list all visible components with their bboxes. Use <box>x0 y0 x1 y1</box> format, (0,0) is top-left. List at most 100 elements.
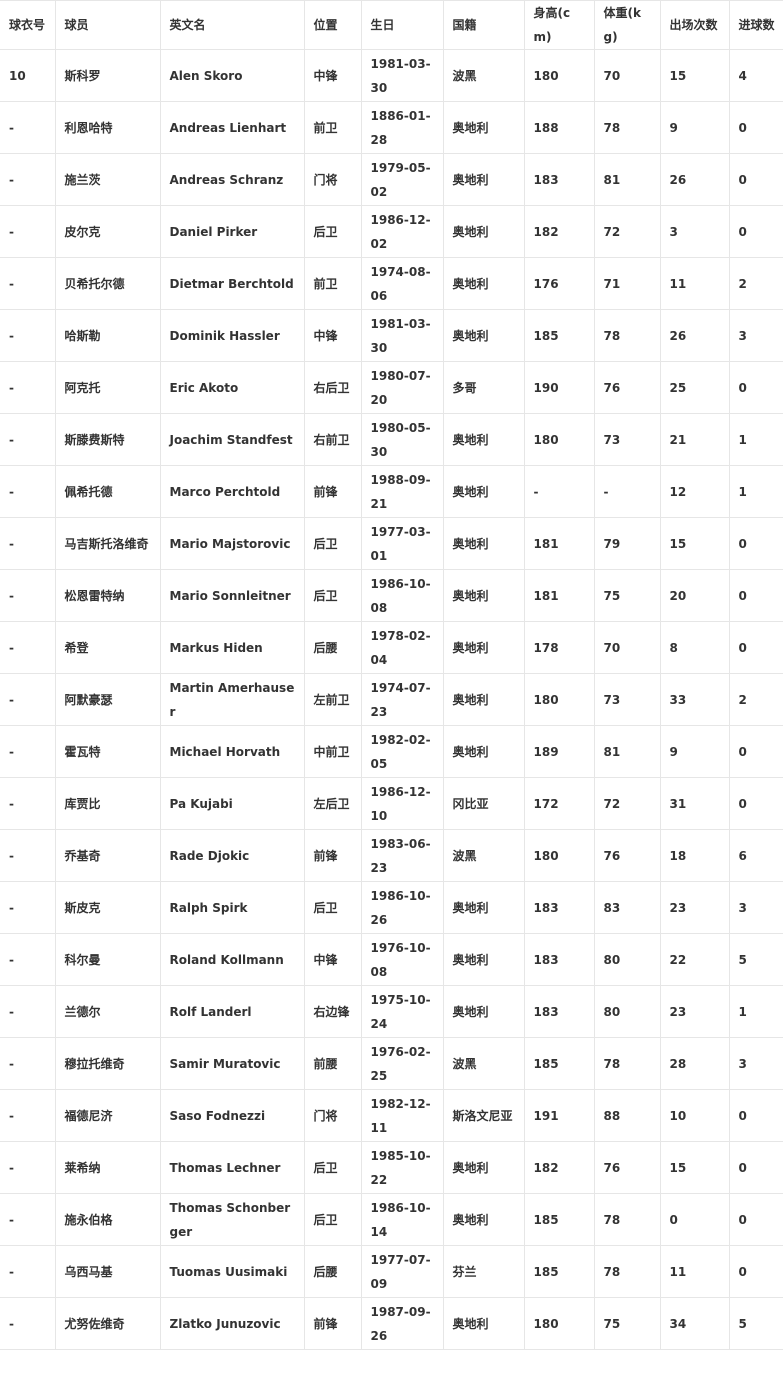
cell-jersey-number: - <box>0 829 56 882</box>
table-row: - 斯滕费斯特 Joachim Standfest 右前卫 1980-05-30 奥地利 1… <box>0 413 783 466</box>
cell-height: 180 <box>523 49 595 102</box>
cell-nationality: 奥地利 <box>442 153 525 206</box>
cell-position: 左后卫 <box>303 777 362 830</box>
cell-jersey-number: - <box>0 361 56 414</box>
cell-weight: 80 <box>593 985 661 1038</box>
cell-player-name: 施兰茨 <box>54 153 161 206</box>
table-row: - 乌西马基 Tuomas Uusimaki 后腰 1977-07-09 芬兰 185 78 1… <box>0 1245 783 1298</box>
cell-height: 176 <box>523 257 595 310</box>
cell-english-name: Thomas Lechner <box>159 1141 305 1194</box>
cell-english-name: Rade Djokic <box>159 829 305 882</box>
table-row: - 穆拉托维奇 Samir Muratovic 前腰 1976-02-25 波黑 185 78… <box>0 1037 783 1090</box>
table-row: - 尤努佐维奇 Zlatko Junuzovic 前锋 1987-09-26 奥地利 180… <box>0 1297 783 1350</box>
cell-nationality: 奥地利 <box>442 309 525 362</box>
cell-height: 183 <box>523 881 595 934</box>
cell-birthday: 1979-05-02 <box>360 153 444 206</box>
cell-nationality: 波黑 <box>442 1037 525 1090</box>
cell-weight: 79 <box>593 517 661 570</box>
cell-english-name: Andreas Schranz <box>159 153 305 206</box>
cell-player-name: 乔基奇 <box>54 829 161 882</box>
cell-player-name: 斯滕费斯特 <box>54 413 161 466</box>
cell-height: 172 <box>523 777 595 830</box>
cell-player-name: 穆拉托维奇 <box>54 1037 161 1090</box>
cell-appearances: 22 <box>659 933 730 986</box>
cell-player-name: 科尔曼 <box>54 933 161 986</box>
cell-nationality: 奥地利 <box>442 933 525 986</box>
table-row: - 希登 Markus Hiden 后腰 1978-02-04 奥地利 178 70 8 0 <box>0 621 783 674</box>
cell-player-name: 斯皮克 <box>54 881 161 934</box>
cell-nationality: 奥地利 <box>442 257 525 310</box>
table-row: - 霍瓦特 Michael Horvath 中前卫 1982-02-05 奥地利 189 81… <box>0 725 783 778</box>
cell-english-name: Samir Muratovic <box>159 1037 305 1090</box>
cell-position: 后腰 <box>303 1245 362 1298</box>
cell-nationality: 芬兰 <box>442 1245 525 1298</box>
table-row: - 皮尔克 Daniel Pirker 后卫 1986-12-02 奥地利 182 72 3 0 <box>0 205 783 258</box>
cell-appearances: 0 <box>659 1193 730 1246</box>
cell-player-name: 兰德尔 <box>54 985 161 1038</box>
cell-english-name: Mario Majstorovic <box>159 517 305 570</box>
cell-english-name: Roland Kollmann <box>159 933 305 986</box>
cell-weight: 81 <box>593 725 661 778</box>
cell-weight: 72 <box>593 205 661 258</box>
cell-english-name: Mario Sonnleitner <box>159 569 305 622</box>
cell-nationality: 波黑 <box>442 829 525 882</box>
cell-position: 门将 <box>303 153 362 206</box>
cell-position: 后卫 <box>303 1193 362 1246</box>
cell-birthday: 1982-12-11 <box>360 1089 444 1142</box>
cell-goals: 2 <box>728 673 783 726</box>
header-goals: 进球数 <box>728 0 783 50</box>
cell-english-name: Martin Amerhauser <box>159 673 305 726</box>
cell-position: 后卫 <box>303 517 362 570</box>
cell-birthday: 1988-09-21 <box>360 465 444 518</box>
cell-nationality: 波黑 <box>442 49 525 102</box>
header-weight: 体重(kg) <box>593 0 661 50</box>
cell-player-name: 阿默豪瑟 <box>54 673 161 726</box>
cell-jersey-number: - <box>0 1141 56 1194</box>
cell-jersey-number: - <box>0 1297 56 1350</box>
cell-height: 185 <box>523 1193 595 1246</box>
cell-birthday: 1983-06-23 <box>360 829 444 882</box>
cell-height: 185 <box>523 1037 595 1090</box>
cell-weight: 88 <box>593 1089 661 1142</box>
cell-weight: 78 <box>593 309 661 362</box>
cell-appearances: 10 <box>659 1089 730 1142</box>
cell-nationality: 奥地利 <box>442 465 525 518</box>
cell-english-name: Alen Skoro <box>159 49 305 102</box>
cell-nationality: 奥地利 <box>442 569 525 622</box>
cell-english-name: Markus Hiden <box>159 621 305 674</box>
cell-goals: 0 <box>728 1089 783 1142</box>
cell-jersey-number: - <box>0 1037 56 1090</box>
cell-birthday: 1986-10-08 <box>360 569 444 622</box>
cell-height: 178 <box>523 621 595 674</box>
cell-english-name: Eric Akoto <box>159 361 305 414</box>
cell-height: 182 <box>523 1141 595 1194</box>
cell-english-name: Joachim Standfest <box>159 413 305 466</box>
cell-goals: 0 <box>728 621 783 674</box>
cell-jersey-number: - <box>0 725 56 778</box>
cell-height: 185 <box>523 1245 595 1298</box>
header-player-name: 球员 <box>54 0 161 50</box>
cell-goals: 3 <box>728 309 783 362</box>
header-jersey-number: 球衣号 <box>0 0 56 50</box>
cell-jersey-number: - <box>0 1089 56 1142</box>
cell-position: 后卫 <box>303 881 362 934</box>
cell-english-name: Daniel Pirker <box>159 205 305 258</box>
cell-position: 左前卫 <box>303 673 362 726</box>
cell-player-name: 松恩雷特纳 <box>54 569 161 622</box>
cell-weight: 70 <box>593 49 661 102</box>
cell-jersey-number: - <box>0 569 56 622</box>
cell-jersey-number: 10 <box>0 49 56 102</box>
cell-jersey-number: - <box>0 413 56 466</box>
cell-weight: 78 <box>593 1193 661 1246</box>
cell-weight: - <box>593 465 661 518</box>
cell-birthday: 1986-12-10 <box>360 777 444 830</box>
table-row: 10 斯科罗 Alen Skoro 中锋 1981-03-30 波黑 180 70 15 4 <box>0 49 783 102</box>
cell-appearances: 8 <box>659 621 730 674</box>
table-row: - 松恩雷特纳 Mario Sonnleitner 后卫 1986-10-08 奥地利 18… <box>0 569 783 622</box>
cell-height: 191 <box>523 1089 595 1142</box>
cell-birthday: 1974-07-23 <box>360 673 444 726</box>
cell-appearances: 28 <box>659 1037 730 1090</box>
cell-goals: 0 <box>728 361 783 414</box>
cell-appearances: 20 <box>659 569 730 622</box>
cell-appearances: 9 <box>659 101 730 154</box>
